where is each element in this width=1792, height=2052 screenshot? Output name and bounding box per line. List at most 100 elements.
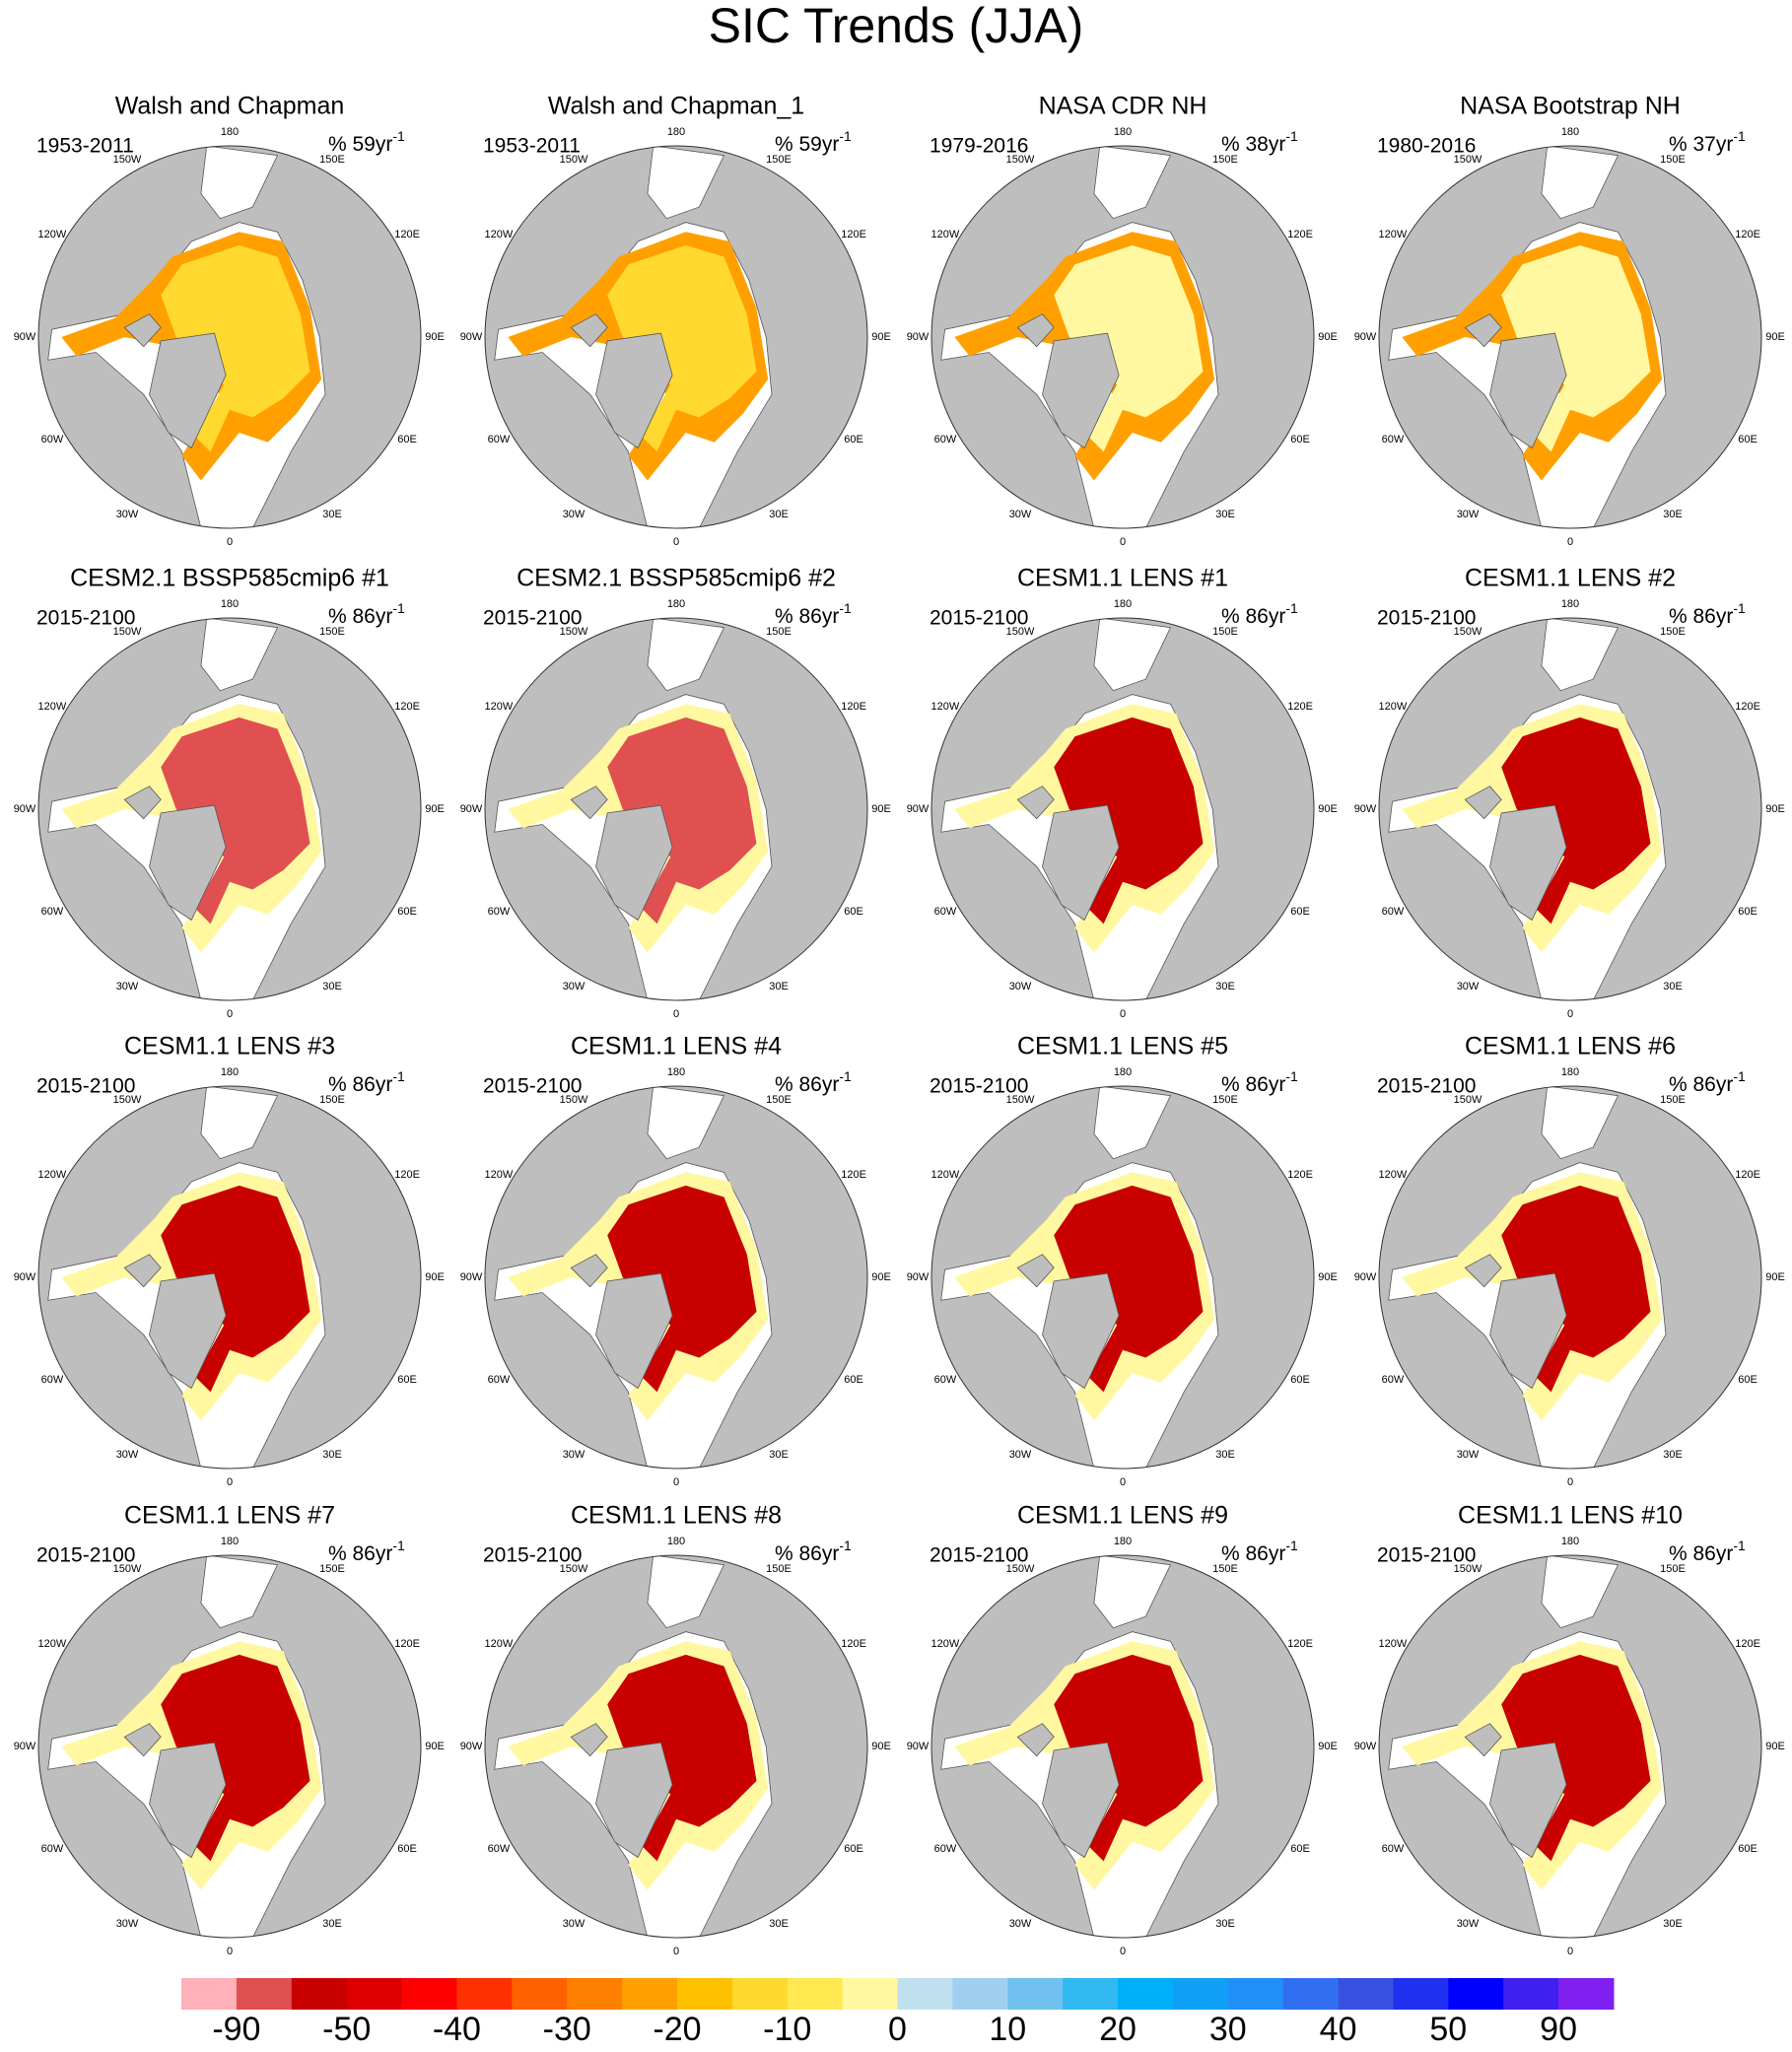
ocean <box>1541 146 1620 220</box>
panel-title: CESM2.1 BSSP585cmip6 #1 <box>70 565 389 592</box>
trend: % 86yr-1 <box>1669 1538 1746 1565</box>
longitude-label: 60W <box>934 434 957 445</box>
longitude-label: 0 <box>1567 1946 1573 1957</box>
trend: % 59yr-1 <box>328 128 405 156</box>
islands <box>123 1723 162 1757</box>
period: 2015-2100 <box>1377 607 1476 630</box>
sea-ice-core <box>1501 1185 1651 1393</box>
map-panel: CESM1.1 LENS #4 2015-2100 % 86yr-1 180 150W 1… <box>460 1033 891 1488</box>
islands <box>570 1723 608 1757</box>
longitude-label: 120W <box>38 1638 67 1650</box>
longitude-label: 150E <box>766 1563 792 1575</box>
ocean <box>200 1555 279 1629</box>
longitude-label: 30E <box>1215 981 1235 992</box>
trend: % 86yr-1 <box>1669 1068 1746 1096</box>
trend-value: % 59yr <box>328 133 392 156</box>
colorbar-swatch <box>1282 1978 1340 2010</box>
longitude-label: 30W <box>1009 1918 1032 1930</box>
longitude-label: 90E <box>425 803 445 815</box>
colorbar-swatch <box>622 1978 678 2010</box>
greenland <box>1042 1272 1120 1390</box>
panel-title: CESM1.1 LENS #1 <box>1017 565 1228 592</box>
islands <box>1464 1723 1502 1757</box>
panel-title: CESM2.1 BSSP585cmip6 #2 <box>517 565 836 592</box>
longitude-label: 150W <box>113 1094 142 1106</box>
longitude-label: 150W <box>113 1563 142 1575</box>
longitude-label: 60W <box>934 1843 957 1855</box>
longitude-label: 60E <box>1738 906 1758 918</box>
longitude-label: 0 <box>227 1946 233 1957</box>
trend: % 86yr-1 <box>775 1068 852 1096</box>
longitude-label: 90E <box>425 1741 445 1752</box>
longitude-label: 30W <box>1009 1449 1032 1461</box>
longitude-label: 60E <box>1290 434 1310 445</box>
greenland <box>1489 804 1567 922</box>
longitude-label: 120W <box>485 229 514 240</box>
map-panel: CESM1.1 LENS #6 2015-2100 % 86yr-1 180 150W 1… <box>1354 1033 1785 1488</box>
greenland <box>595 332 673 449</box>
map-border <box>930 617 1315 1001</box>
longitude-label: 90W <box>907 331 930 343</box>
longitude-label: 90E <box>1765 1271 1785 1283</box>
longitude-label: 120W <box>38 701 67 713</box>
map-panel: CESM1.1 LENS #10 2015-2100 % 86yr-1 180 150W… <box>1354 1502 1785 1957</box>
longitude-label: 0 <box>1567 1008 1573 1020</box>
sea-ice-core <box>607 1185 757 1393</box>
sea-ice-core <box>607 1654 757 1862</box>
ocean <box>1093 1086 1172 1160</box>
longitude-label: 90W <box>907 803 930 815</box>
ocean <box>1541 1086 1620 1160</box>
longitude-label: 150E <box>1212 626 1238 638</box>
colorbar-swatch <box>1172 1978 1229 2010</box>
longitude-label: 60W <box>41 434 64 445</box>
map-border <box>37 1085 422 1470</box>
colorbar-swatch <box>1007 1978 1064 2010</box>
map <box>38 618 421 1000</box>
longitude-label: 30E <box>1215 509 1235 520</box>
period: 1953-2011 <box>483 135 581 158</box>
colorbar-label: 0 <box>888 2011 907 2048</box>
trend-exponent: -1 <box>839 1538 852 1553</box>
longitude-label: 60W <box>41 1843 64 1855</box>
ocean <box>200 1086 279 1160</box>
map-border <box>930 1085 1315 1470</box>
trend: % 86yr-1 <box>775 1538 852 1565</box>
longitude-label: 0 <box>227 1476 233 1488</box>
longitude-label: 60W <box>488 434 511 445</box>
longitude-label: 120E <box>1287 229 1313 240</box>
colorbar-swatch <box>512 1978 568 2010</box>
sea-ice-core <box>1054 1654 1204 1862</box>
longitude-label: 90W <box>1354 803 1377 815</box>
longitude-label: 30E <box>769 509 789 520</box>
longitude-label: 120E <box>1735 701 1760 713</box>
longitude-label: 90W <box>14 1741 36 1752</box>
longitude-label: 0 <box>673 1008 679 1020</box>
map-panel: Walsh and Chapman_1 1953-2011 % 59yr-1 180 1… <box>460 93 891 548</box>
trend: % 86yr-1 <box>328 1538 405 1565</box>
trend: % 86yr-1 <box>1221 600 1298 628</box>
longitude-label: 90E <box>871 331 891 343</box>
longitude-label: 60W <box>1382 434 1405 445</box>
colorbar-label: -90 <box>212 2011 260 2048</box>
longitude-label: 60E <box>1290 906 1310 918</box>
colorbar-swatch <box>181 1978 238 2010</box>
greenland <box>1489 332 1567 449</box>
longitude-label: 30E <box>769 1918 789 1930</box>
panel-title: CESM1.1 LENS #10 <box>1458 1502 1683 1530</box>
colorbar-label: 50 <box>1429 2011 1467 2048</box>
greenland <box>1042 1742 1120 1859</box>
longitude-label: 30E <box>322 981 342 992</box>
longitude-label: 90E <box>1765 1741 1785 1752</box>
ocean <box>647 1086 725 1160</box>
map-border <box>930 1554 1315 1939</box>
map-border <box>484 1554 868 1939</box>
greenland <box>149 1742 227 1859</box>
map-panel: CESM1.1 LENS #5 2015-2100 % 86yr-1 180 150W 1… <box>907 1033 1338 1488</box>
longitude-label: 0 <box>673 1476 679 1488</box>
period: 2015-2100 <box>36 1075 135 1098</box>
longitude-label: 150W <box>113 154 142 166</box>
islands <box>570 1254 608 1288</box>
longitude-label: 150W <box>1454 626 1482 638</box>
longitude-label: 120E <box>1287 1638 1313 1650</box>
longitude-label: 150E <box>319 626 345 638</box>
